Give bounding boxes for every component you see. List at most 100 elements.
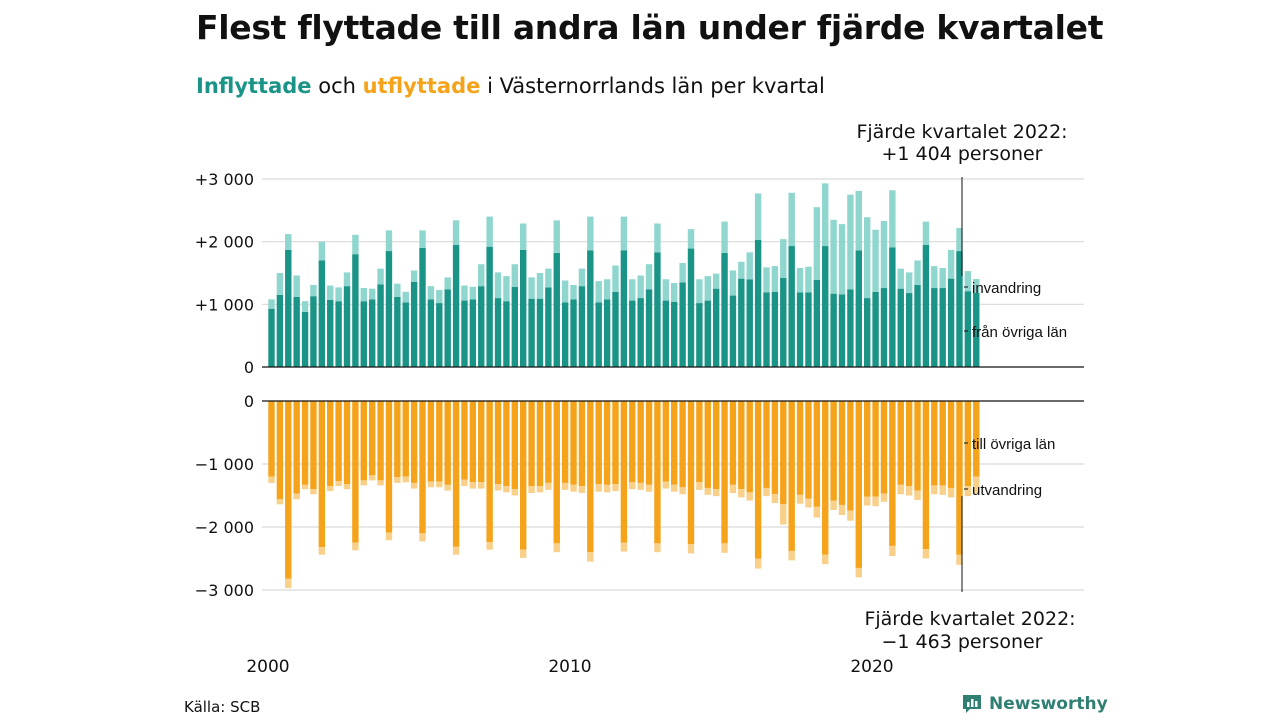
bar-fran-ovriga-lan <box>377 284 384 367</box>
bar-invandring <box>645 264 653 290</box>
bar-utvandring <box>561 482 569 490</box>
bar-till-ovriga-lan <box>897 401 904 485</box>
x-tick-label-2010: 2010 <box>548 657 591 677</box>
bar-utvandring <box>478 482 485 489</box>
bar-fran-ovriga-lan <box>704 300 711 367</box>
bar-utvandring <box>973 476 980 494</box>
bar-utvandring <box>620 542 628 552</box>
subtitle-och: och <box>311 74 363 98</box>
bar-fran-ovriga-lan <box>612 291 619 367</box>
bar-utvandring <box>494 484 502 491</box>
bar-invandring <box>897 268 904 289</box>
bar-utvandring <box>419 533 426 542</box>
bar-fran-ovriga-lan <box>536 298 544 367</box>
bar-utvandring <box>394 477 401 483</box>
bar-till-ovriga-lan <box>478 401 485 483</box>
bar-invandring <box>838 224 846 295</box>
bar-invandring <box>587 216 594 251</box>
bar-fran-ovriga-lan <box>889 247 896 367</box>
bar-till-ovriga-lan <box>796 401 804 495</box>
bar-fran-ovriga-lan <box>687 248 695 367</box>
bar-utvandring <box>528 486 535 493</box>
bar-till-ovriga-lan <box>545 401 552 483</box>
bar-utvandring <box>360 480 367 486</box>
bar-till-ovriga-lan <box>427 401 435 482</box>
bar-utvandring <box>939 485 946 495</box>
bar-till-ovriga-lan <box>494 401 502 485</box>
bar-till-ovriga-lan <box>595 401 602 485</box>
bar-fran-ovriga-lan <box>528 298 535 367</box>
bar-utvandring <box>696 482 703 490</box>
bar-fran-ovriga-lan <box>729 295 737 367</box>
legend-utvandring: utvandring <box>972 482 1042 499</box>
bar-fran-ovriga-lan <box>763 292 770 367</box>
bar-invandring <box>780 239 787 279</box>
bar-till-ovriga-lan <box>872 401 879 497</box>
bar-invandring <box>746 252 753 280</box>
bar-fran-ovriga-lan <box>813 279 821 367</box>
bar-utvandring <box>947 487 955 498</box>
bar-utvandring <box>285 578 292 589</box>
newsworthy-logo[interactable]: Newsworthy <box>961 693 1108 715</box>
bar-till-ovriga-lan <box>712 401 720 490</box>
bar-invandring <box>671 283 678 302</box>
bar-fran-ovriga-lan <box>419 247 426 367</box>
bar-fran-ovriga-lan <box>721 252 728 367</box>
bar-till-ovriga-lan <box>335 401 342 482</box>
bar-invandring <box>712 273 720 289</box>
bar-utvandring <box>335 481 342 487</box>
bar-invandring <box>469 286 477 300</box>
bar-invandring <box>478 264 485 287</box>
bar-invandring <box>905 272 913 294</box>
bar-till-ovriga-lan <box>964 401 972 487</box>
bar-invandring <box>385 230 393 252</box>
bar-till-ovriga-lan <box>360 401 367 481</box>
bar-fran-ovriga-lan <box>637 298 644 367</box>
bar-utvandring <box>385 532 393 541</box>
x-tick-label-2020: 2020 <box>850 657 893 677</box>
bar-utvandring <box>671 484 678 492</box>
bar-fran-ovriga-lan <box>553 252 560 367</box>
bar-utvandring <box>427 481 435 488</box>
bar-utvandring <box>603 484 611 493</box>
bar-utvandring <box>788 550 795 561</box>
bar-till-ovriga-lan <box>503 401 510 487</box>
bar-invandring <box>788 192 795 247</box>
bar-utvandring <box>637 482 644 490</box>
subtitle-utflyttade: utflyttade <box>362 74 481 98</box>
bar-utvandring <box>595 484 602 492</box>
bar-utvandring <box>310 489 317 495</box>
bar-invandring <box>662 279 670 301</box>
bar-utvandring <box>352 542 359 551</box>
bar-invandring <box>285 234 292 250</box>
bar-till-ovriga-lan <box>520 401 527 550</box>
bar-fran-ovriga-lan <box>788 246 795 367</box>
bar-utvandring <box>687 544 695 554</box>
bar-till-ovriga-lan <box>914 401 921 491</box>
bar-invandring <box>947 249 955 279</box>
bar-invandring <box>956 227 963 252</box>
bar-invandring <box>360 288 367 302</box>
legend-invandring: invandring <box>972 280 1041 297</box>
bar-till-ovriga-lan <box>553 401 560 544</box>
bar-invandring <box>855 190 862 251</box>
bar-utvandring <box>629 482 636 490</box>
bar-fran-ovriga-lan <box>931 288 938 367</box>
bar-till-ovriga-lan <box>318 401 326 548</box>
bar-till-ovriga-lan <box>377 401 384 481</box>
bar-fran-ovriga-lan <box>427 299 435 367</box>
bar-fran-ovriga-lan <box>511 286 519 367</box>
bar-invandring <box>889 190 896 248</box>
bar-till-ovriga-lan <box>637 401 644 483</box>
bar-invandring <box>343 272 351 287</box>
bar-invandring <box>327 285 334 300</box>
bar-till-ovriga-lan <box>561 401 569 483</box>
bar-till-ovriga-lan <box>973 401 980 477</box>
bar-utvandring <box>587 552 594 562</box>
bar-invandring <box>427 286 435 300</box>
bar-utvandring <box>889 545 896 556</box>
bar-fran-ovriga-lan <box>410 281 418 367</box>
bar-invandring <box>553 220 560 253</box>
bar-fran-ovriga-lan <box>478 286 485 367</box>
bar-invandring <box>973 279 980 293</box>
